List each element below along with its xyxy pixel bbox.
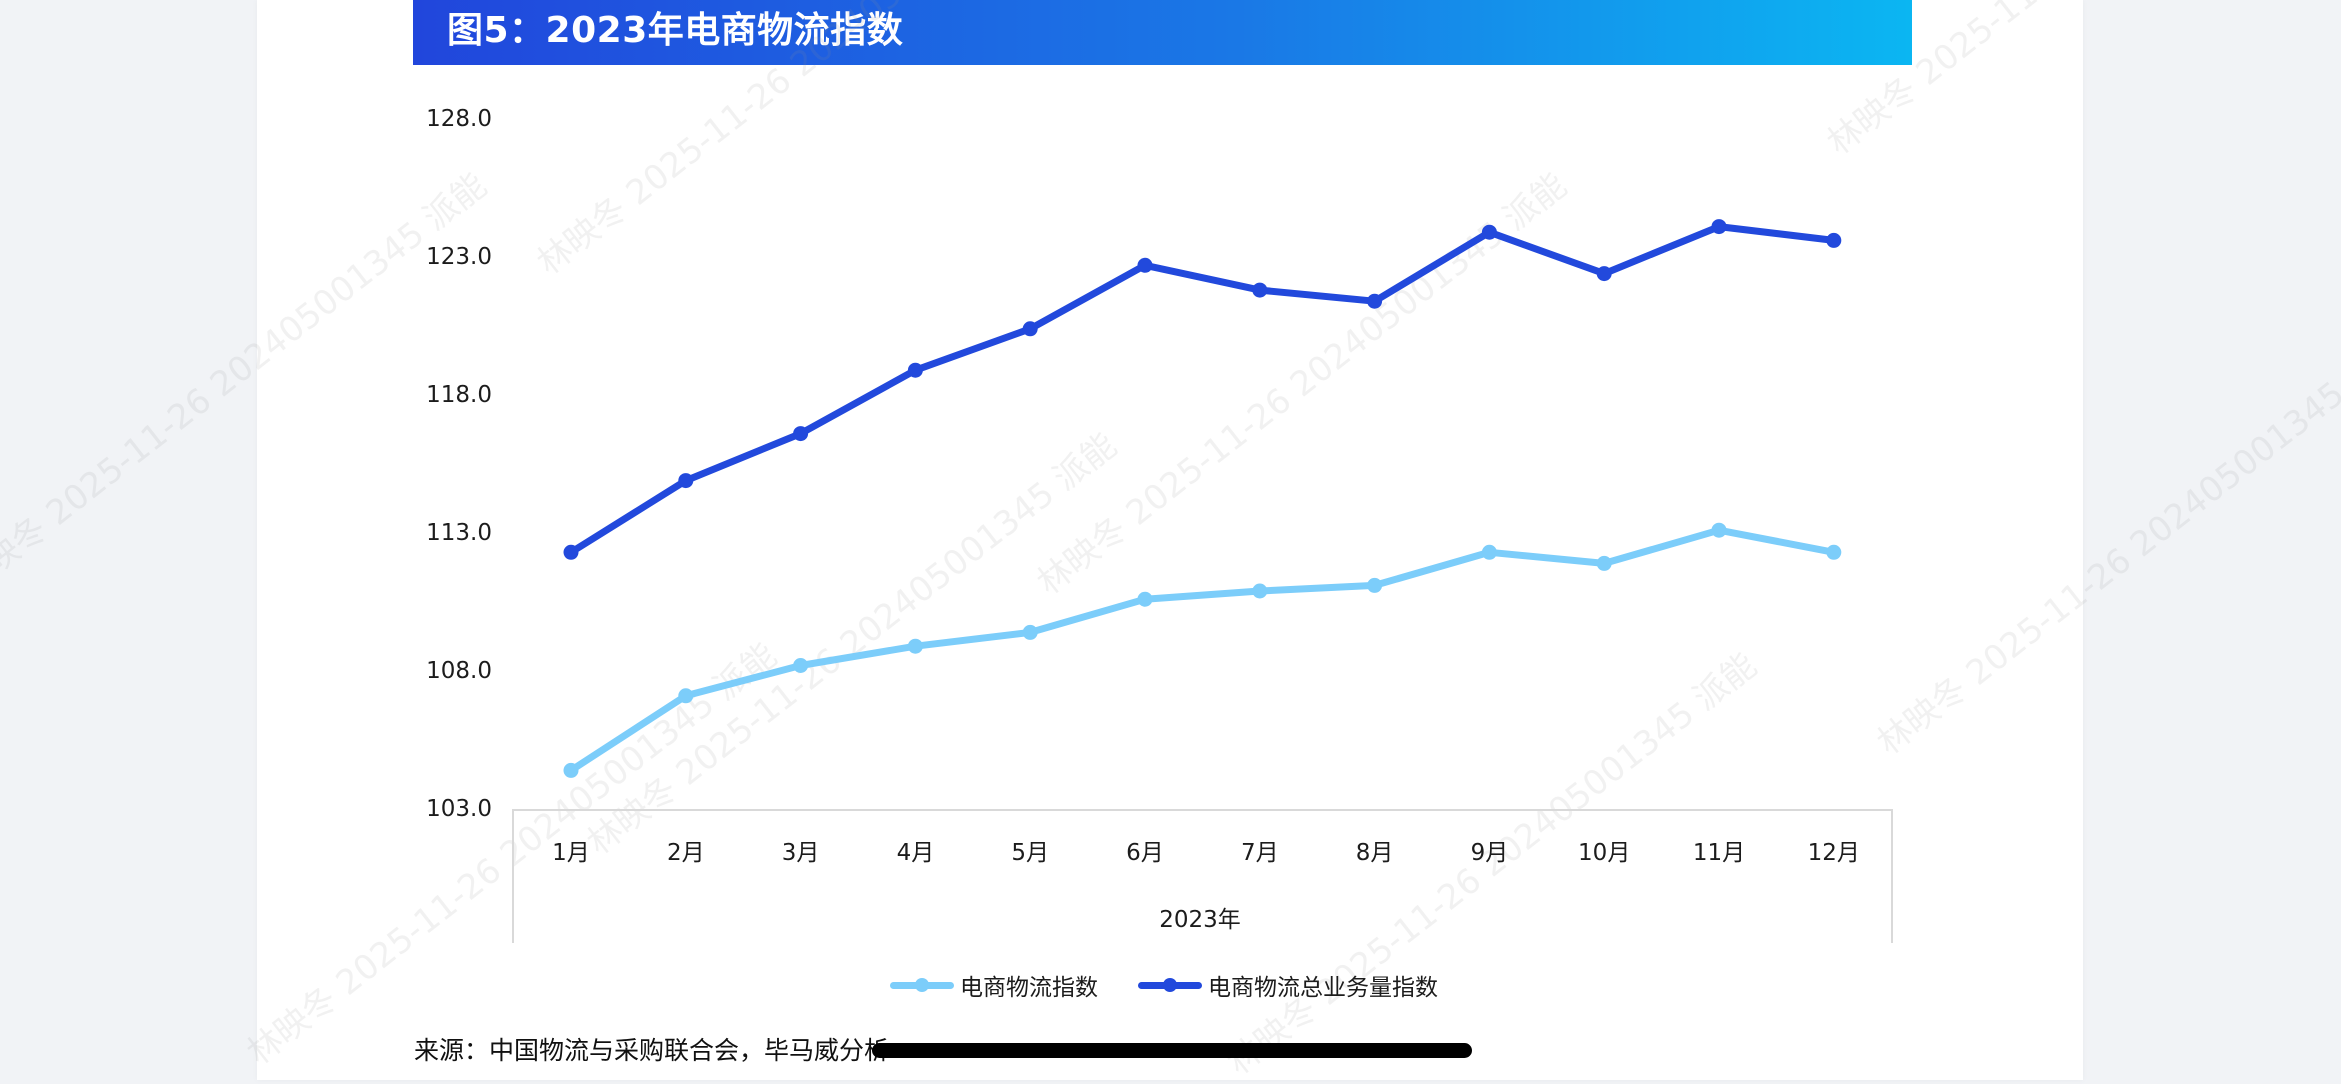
data-point-marker[interactable] [793, 426, 809, 442]
legend-dot [1163, 978, 1177, 992]
y-tick-label: 108.0 [426, 658, 492, 684]
x-tick-label: 10月 [1578, 840, 1631, 866]
x-tick-label: 4月 [896, 840, 935, 866]
data-point-marker[interactable] [563, 762, 579, 778]
x-tick-label: 5月 [1011, 840, 1049, 866]
legend-item-total-business-volume-index: 电商物流总业务量指数 [1138, 968, 1438, 1002]
data-point-marker[interactable] [1252, 583, 1268, 599]
series-line [567, 526, 1838, 774]
x-axis-title: 2023年 [1159, 907, 1241, 933]
series-ecommerce-logistics-index [563, 522, 1842, 778]
legend-dot [915, 978, 929, 992]
x-axis-box [512, 809, 1893, 943]
data-point-marker[interactable] [678, 473, 694, 489]
data-point-marker[interactable] [1711, 219, 1727, 235]
x-tick-label: 9月 [1470, 840, 1509, 866]
data-point-marker[interactable] [1022, 624, 1038, 640]
x-tick-label: 12月 [1807, 840, 1860, 866]
data-point-marker[interactable] [907, 638, 923, 654]
figure-header: 图5：2023年电商物流指数 [413, 0, 1912, 65]
data-point-marker[interactable] [1596, 266, 1612, 282]
x-tick-label: 8月 [1355, 840, 1394, 866]
x-tick-label: 7月 [1240, 840, 1279, 866]
series-total-business-volume-index [563, 219, 1842, 560]
data-point-marker[interactable] [1252, 282, 1268, 298]
data-point-marker[interactable] [1711, 522, 1727, 538]
x-tick-label: 1月 [552, 840, 590, 866]
legend-line-marker-icon [890, 978, 954, 992]
x-tick-label: 2月 [666, 840, 705, 866]
data-point-marker[interactable] [1137, 257, 1153, 273]
y-tick-label: 113.0 [426, 520, 492, 546]
y-tick-label: 118.0 [426, 382, 492, 408]
data-point-marker[interactable] [1826, 544, 1842, 560]
legend-line-marker-icon [1138, 978, 1202, 992]
legend-label: 电商物流指数 [960, 975, 1098, 1001]
y-tick-label: 123.0 [426, 244, 492, 270]
y-tick-label: 128.0 [426, 106, 492, 132]
data-point-marker[interactable] [1596, 555, 1612, 571]
data-point-marker[interactable] [1137, 591, 1153, 607]
series-layer [563, 219, 1842, 778]
x-tick-label: 3月 [781, 840, 820, 866]
data-point-marker[interactable] [1481, 224, 1497, 240]
data-point-marker[interactable] [793, 658, 809, 673]
source-note: 来源：中国物流与采购联合会，毕马威分析 [414, 1036, 890, 1065]
legend-label: 电商物流总业务量指数 [1208, 975, 1438, 1001]
data-point-marker[interactable] [678, 688, 694, 704]
chart-legend: 电商物流指数 电商物流总业务量指数 [890, 965, 1438, 1005]
home-indicator-bar[interactable] [872, 1043, 1472, 1058]
figure-title: 图5：2023年电商物流指数 [447, 10, 904, 51]
data-point-marker[interactable] [1481, 544, 1497, 560]
x-axis-line [512, 809, 1893, 943]
data-point-marker[interactable] [1367, 577, 1383, 593]
y-tick-label: 103.0 [426, 796, 492, 822]
data-point-marker[interactable] [1022, 321, 1038, 337]
data-point-marker[interactable] [907, 362, 923, 378]
legend-item-ecommerce-logistics-index: 电商物流指数 [890, 968, 1098, 1002]
x-tick-label: 11月 [1692, 840, 1746, 866]
x-tick-label: 6月 [1126, 840, 1164, 866]
data-point-marker[interactable] [1367, 293, 1383, 309]
data-point-marker[interactable] [1826, 232, 1842, 248]
data-point-marker[interactable] [563, 544, 579, 560]
series-line [567, 223, 1838, 556]
